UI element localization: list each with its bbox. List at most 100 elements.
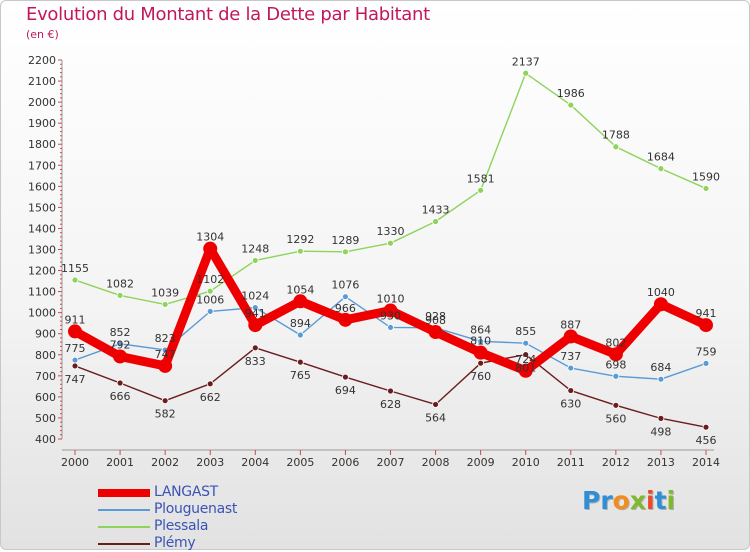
data-label-plouguenast: 894 [290,317,311,330]
data-label-plemy: 456 [696,434,717,447]
y-tick-label: 1800 [28,138,56,151]
data-point-plemy [116,379,124,387]
data-point-plouguenast [477,337,485,345]
data-point-langast [383,303,398,318]
y-tick-label: 1400 [28,222,56,235]
legend-swatch-plessala [98,526,150,528]
data-point-plessala [206,287,214,295]
data-label-plouguenast: 855 [515,325,536,338]
data-point-plouguenast [71,356,79,364]
data-point-plemy [702,423,710,431]
data-point-plouguenast [612,372,620,380]
data-point-langast [203,241,218,256]
y-tick-label: 1000 [28,307,56,320]
x-tick-label: 2002 [151,456,179,469]
data-point-plessala [657,165,665,173]
data-label-plessala: 1039 [151,286,179,299]
data-label-plemy: 498 [650,425,671,438]
x-tick-label: 2008 [422,456,450,469]
data-label-langast: 1304 [196,231,224,244]
y-tick-label: 900 [35,328,56,341]
data-label-plouguenast: 737 [560,350,581,363]
x-tick-label: 2012 [602,456,630,469]
data-label-langast: 1040 [647,286,675,299]
chart-title: Evolution du Montant de la Dette par Hab… [26,4,430,25]
data-label-plouguenast: 852 [110,326,131,339]
data-point-plemy [342,373,349,381]
data-label-plessala: 2137 [512,55,540,68]
y-tick-label: 800 [35,349,56,362]
data-label-plemy: 564 [425,411,446,424]
data-point-plemy [567,387,575,394]
data-point-langast [338,312,353,327]
data-point-plessala [116,292,124,299]
data-point-plouguenast [296,331,304,339]
data-label-plemy: 833 [245,355,266,368]
y-tick-label: 2000 [28,96,56,109]
y-tick-label: 1300 [28,244,56,257]
data-label-plessala: 1684 [647,151,675,164]
chart-subtitle: (en €) [26,28,59,41]
x-tick-label: 2010 [512,456,540,469]
y-tick-label: 1600 [28,180,56,193]
data-label-plouguenast: 864 [470,323,491,336]
data-label-plemy: 560 [605,412,626,425]
y-tick-label: 1700 [28,159,56,172]
data-label-plessala: 1292 [286,233,314,246]
data-label-langast: 911 [65,313,86,326]
data-label-langast: 887 [560,318,581,331]
data-label-plessala: 1433 [422,203,450,216]
data-label-langast: 792 [110,338,131,351]
x-tick-label: 2014 [692,456,720,469]
y-tick-label: 400 [35,433,56,446]
data-label-plessala: 1581 [467,172,495,185]
data-label-plemy: 662 [200,391,221,404]
data-point-plemy [612,401,620,409]
y-tick-label: 1900 [28,117,56,130]
x-tick-label: 2011 [557,456,585,469]
x-tick-label: 2005 [286,456,314,469]
legend-label-plouguenast: Plouguenast [154,501,238,517]
data-label-plessala: 1289 [331,234,359,247]
data-label-plemy: 630 [560,398,581,411]
data-point-langast [428,325,443,340]
data-point-plouguenast [702,360,710,367]
data-point-plessala [342,248,349,256]
data-point-plemy [522,351,530,358]
data-label-plessala: 1155 [61,262,89,275]
data-label-plemy: 760 [470,370,491,383]
data-label-langast: 810 [470,335,491,348]
data-label-plessala: 1788 [602,129,630,142]
x-tick-label: 2004 [241,456,269,469]
data-point-plemy [296,358,304,366]
data-label-plouguenast: 684 [650,361,671,374]
data-point-plouguenast [206,308,214,315]
y-tick-label: 700 [35,370,56,383]
data-point-langast [473,345,488,360]
data-point-langast [68,324,82,339]
data-point-plessala [251,257,259,264]
data-point-plemy [251,344,259,352]
data-label-plouguenast: 698 [605,358,626,371]
data-label-plessala: 1330 [377,225,405,238]
data-label-plouguenast: 1076 [331,279,359,292]
data-point-plemy [161,397,169,405]
data-label-plessala: 1102 [196,273,224,286]
data-point-plessala [477,186,485,194]
y-tick-label: 2200 [28,54,56,67]
data-point-plessala [387,239,394,247]
legend-label-plessala: Plessala [154,518,209,534]
data-point-langast [653,297,668,312]
data-label-langast: 941 [245,307,266,320]
data-label-plouguenast: 928 [425,310,446,323]
data-label-plemy: 765 [290,369,311,382]
data-point-plessala [296,247,304,255]
x-tick-label: 2003 [196,456,224,469]
legend-swatch-plouguenast [98,509,150,511]
data-label-plemy: 694 [335,384,356,397]
data-label-langast: 966 [335,302,356,315]
data-point-plessala [161,301,169,308]
data-label-plemy: 582 [155,408,176,421]
x-tick-label: 2006 [331,456,359,469]
